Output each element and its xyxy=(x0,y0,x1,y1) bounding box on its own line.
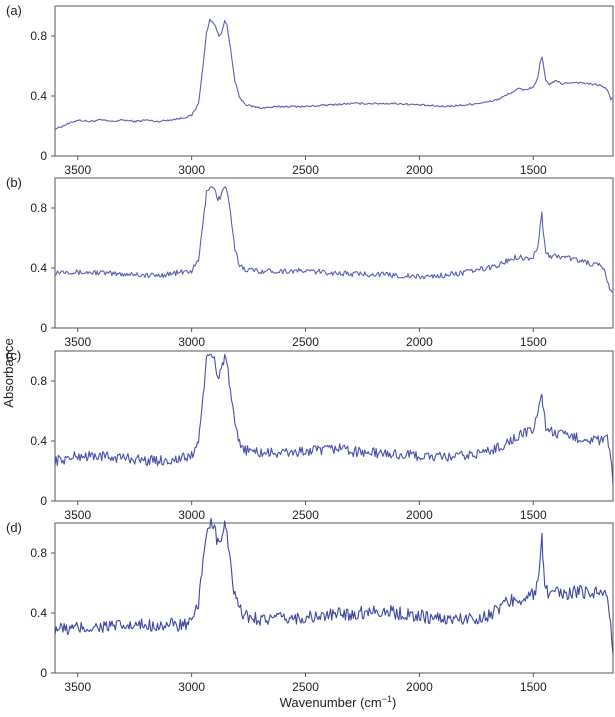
x-axis-label-unit-exponent: −1 xyxy=(382,694,392,704)
y-tick-label-b-2: 0.8 xyxy=(30,201,47,215)
y-tick-label-a-2: 0.8 xyxy=(30,29,47,43)
plot-frame-c xyxy=(54,350,614,502)
x-tick-label-d-3000: 3000 xyxy=(178,680,205,694)
y-tick-label-a-0: 0 xyxy=(40,149,47,163)
x-tick-label-a-3500: 3500 xyxy=(64,163,91,177)
x-tick-label-c-2000: 2000 xyxy=(406,508,433,522)
x-tick-label-b-3500: 3500 xyxy=(64,335,91,349)
x-tick-label-c-1500: 1500 xyxy=(520,508,547,522)
y-tick-label-a-1: 0.4 xyxy=(30,89,47,103)
x-tick-label-d-1500: 1500 xyxy=(520,680,547,694)
x-tick-label-b-1500: 1500 xyxy=(520,335,547,349)
x-tick-label-d-3500: 3500 xyxy=(64,680,91,694)
spectrum-line-a xyxy=(54,18,614,131)
x-tick-label-c-3500: 3500 xyxy=(64,508,91,522)
x-tick-label-b-2000: 2000 xyxy=(406,335,433,349)
plot-frame-a xyxy=(54,5,614,157)
x-axis-label-close: ) xyxy=(392,695,396,710)
x-tick-label-c-3000: 3000 xyxy=(178,508,205,522)
y-tick-label-b-0: 0 xyxy=(40,321,47,335)
y-axis-label: Absorbance xyxy=(1,338,16,407)
x-tick-label-d-2500: 2500 xyxy=(292,680,319,694)
panels: (a) 3500 3000 2500 2000 1500 0 0.4 0.8 (b) 3500 300… xyxy=(6,3,614,694)
panel-a: (a) 3500 3000 2500 2000 1500 0 0.4 0.8 xyxy=(6,3,614,177)
y-tick-label-b-1: 0.4 xyxy=(30,261,47,275)
y-tick-label-d-0: 0 xyxy=(40,666,47,680)
x-tick-label-b-3000: 3000 xyxy=(178,335,205,349)
spectrum-line-b xyxy=(54,186,614,293)
panel-label-d: (d) xyxy=(6,520,22,535)
x-tick-label-a-1500: 1500 xyxy=(520,163,547,177)
y-tick-label-c-0: 0 xyxy=(40,494,47,508)
panel-c: (c) 3500 3000 2500 2000 1500 0 0.4 0.8 xyxy=(6,348,614,522)
y-tick-label-d-1: 0.4 xyxy=(30,606,47,620)
x-axis-label: Wavenumber (cm−1) xyxy=(280,694,397,710)
panel-label-c: (c) xyxy=(6,348,21,363)
spectrum-line-c xyxy=(54,353,614,487)
y-tick-label-d-2: 0.8 xyxy=(30,546,47,560)
x-tick-label-c-2500: 2500 xyxy=(292,508,319,522)
y-tick-label-c-2: 0.8 xyxy=(30,374,47,388)
panel-d: (d) 3500 3000 2500 2000 1500 0 0.4 0.8 xyxy=(6,517,614,694)
y-tick-label-c-1: 0.4 xyxy=(30,434,47,448)
plot-frame-d xyxy=(54,522,614,674)
panel-label-b: (b) xyxy=(6,175,22,190)
x-tick-label-d-2000: 2000 xyxy=(406,680,433,694)
x-tick-label-b-2500: 2500 xyxy=(292,335,319,349)
panel-label-a: (a) xyxy=(6,3,22,18)
panel-b: (b) 3500 3000 2500 2000 1500 0 0.4 0.8 xyxy=(6,175,614,349)
plot-frame-b xyxy=(54,177,614,329)
x-axis-label-main: Wavenumber (cm xyxy=(280,695,382,710)
x-tick-label-a-2500: 2500 xyxy=(292,163,319,177)
x-tick-label-a-3000: 3000 xyxy=(178,163,205,177)
x-tick-label-a-2000: 2000 xyxy=(406,163,433,177)
spectrum-line-d xyxy=(54,517,614,656)
